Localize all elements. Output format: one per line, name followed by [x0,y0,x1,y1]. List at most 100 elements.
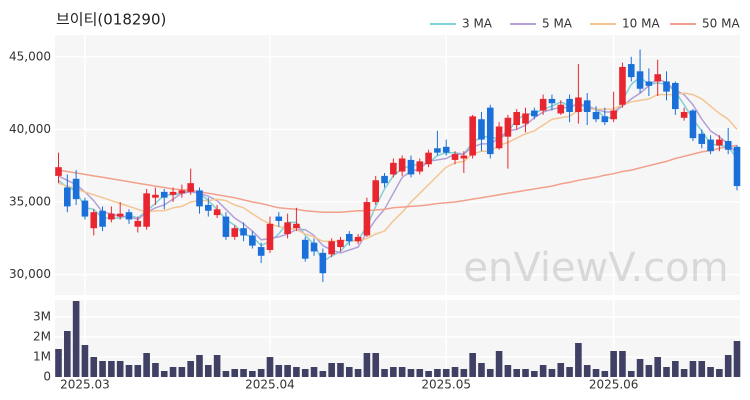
volume-bar [425,371,432,377]
volume-bar [213,355,221,377]
volume-bar [539,365,547,377]
y-tick-label: 45,000 [9,49,51,63]
y-tick-label: 40,000 [9,122,51,136]
volume-bar [398,367,406,377]
candle-body [601,116,609,123]
volume-bar [372,353,380,377]
candle-body [460,155,468,159]
volume-bar [469,353,476,377]
candle-body [416,161,424,172]
volume-bar [240,369,247,377]
volume-bar [627,371,635,377]
candle-body [513,111,521,126]
volume-bar [698,361,706,377]
candle-body [495,126,503,149]
candle-body [539,98,547,111]
volume-bar [689,361,697,377]
legend-label: 10 MA [622,17,660,31]
candle-body [654,74,661,82]
candle-body [310,242,318,252]
volume-bar [478,363,485,377]
volume-bar [636,359,644,377]
volume-bar [495,351,503,377]
candle-body [337,239,344,248]
volume-bar [337,363,344,377]
volume-bar [310,367,318,377]
volume-panel [55,300,740,377]
volume-bar [178,367,186,377]
legend-label: 5 MA [542,17,573,31]
volume-bar [460,369,468,377]
candle-body [680,111,688,118]
volume-bar [451,367,459,377]
candle-body [636,71,644,89]
volume-bar [381,369,388,377]
candle-body [187,183,194,192]
candle-body [522,113,529,124]
volume-bar [266,357,274,377]
volume-bar [231,369,239,377]
volume-bar [116,361,124,377]
volume-bar [434,369,441,377]
y-tick-label: 0 [43,370,51,384]
volume-bar [222,371,230,377]
volume-bar [72,301,80,377]
volume-bar [724,355,732,377]
candle-body [152,194,159,198]
candle-body [178,190,186,194]
volume-bar [284,365,291,377]
volume-bar [557,363,565,377]
candle-body [319,252,327,274]
volume-bar [143,353,150,377]
candle-body [390,162,397,175]
volume-bar [522,369,529,377]
candle-body [557,104,565,114]
x-tick-label: 2025.05 [421,378,471,392]
candle-body [345,233,353,242]
volume-bar [99,361,106,377]
candle-body [275,216,283,221]
candle-body [213,209,221,216]
volume-bar [249,371,256,377]
watermark: enViewV.com [463,245,728,291]
candle-body [504,117,512,137]
volume-bar [81,345,89,377]
volume-bar [601,371,609,377]
volume-bar [583,365,591,377]
candle-body [645,81,653,86]
candle-body [486,107,494,155]
candle-body [284,222,291,234]
candle-body [566,98,573,112]
volume-bar [442,369,450,377]
volume-bar [108,361,115,377]
candle-body [451,154,459,160]
candle-body [442,146,450,153]
volume-bar [416,369,424,377]
candle-body [434,148,441,153]
candle-body [627,64,635,78]
candle-body [575,97,582,112]
candle-body [301,239,309,259]
candle-body [381,175,388,184]
x-tick-label: 2025.06 [589,378,639,392]
candle-body [125,212,133,220]
y-tick-label: 35,000 [9,195,51,209]
candle-body [55,167,62,176]
candle-body [592,111,600,120]
y-tick-label: 30,000 [9,267,51,281]
candle-body [478,119,485,140]
candle-body [257,247,265,256]
volume-bar [566,367,573,377]
volume-bar [716,369,723,377]
x-tick-label: 2025.03 [60,378,110,392]
candle-body [548,98,556,104]
volume-bar [196,355,203,377]
volume-bar [645,365,653,377]
candle-body [469,116,476,156]
candle-body [328,241,335,255]
candle-body [531,110,538,117]
volume-bar [707,367,714,377]
volume-bar [187,361,194,377]
price-panel [55,35,740,295]
candle-body [293,223,300,229]
